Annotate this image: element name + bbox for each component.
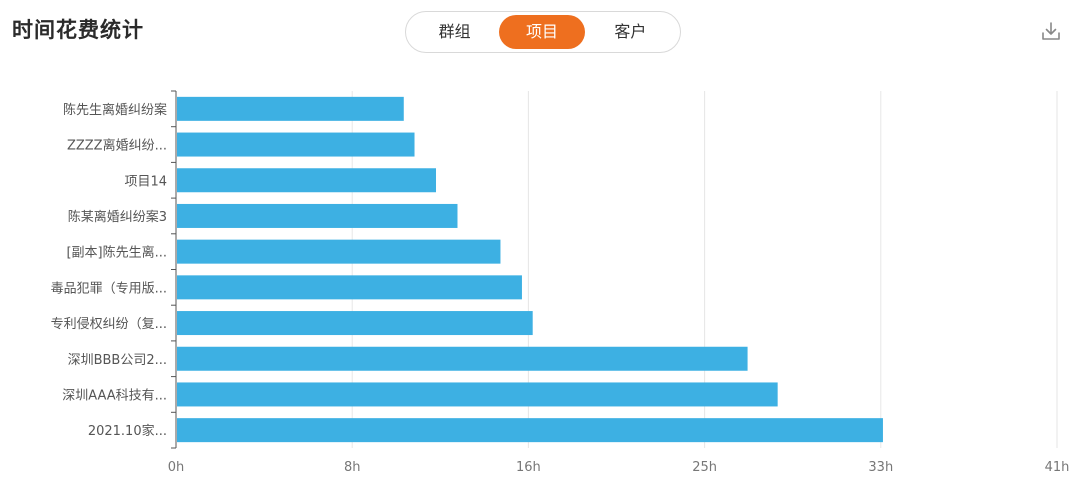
bar[interactable] [177,311,533,336]
category-label: 专利侵权纠纷（复... [51,316,167,332]
category-label: 陈先生离婚纠纷案 [63,102,167,118]
view-toggle: 群组 项目 客户 [405,11,681,53]
x-tick-label: 0h [168,460,185,475]
bar[interactable] [177,346,748,371]
tab-project[interactable]: 项目 [499,15,585,49]
x-tick-label: 25h [692,460,717,475]
x-tick-label: 33h [868,460,893,475]
bar[interactable] [177,418,883,443]
page-title: 时间花费统计 [12,18,144,42]
bar[interactable] [177,203,458,228]
category-label: 深圳AAA科技有... [62,388,167,403]
bar[interactable] [177,382,778,407]
bar[interactable] [177,132,415,157]
category-label: 项目14 [124,174,167,189]
bar[interactable] [177,96,404,121]
x-tick-label: 41h [1045,460,1070,475]
bar[interactable] [177,239,501,264]
category-label: 毒品犯罪（专用版... [51,281,167,296]
bar[interactable] [177,168,437,193]
x-tick-label: 16h [516,460,541,475]
bar[interactable] [177,275,522,300]
category-label: [副本]陈先生离... [66,245,167,261]
category-label: ZZZZ离婚纠纷... [67,138,167,154]
x-tick-label: 8h [344,460,361,475]
category-label: 2021.10家... [88,423,167,439]
tab-group[interactable]: 群组 [438,22,471,41]
category-label: 陈某离婚纠纷案3 [68,209,167,225]
tab-client[interactable]: 客户 [614,22,647,41]
category-label: 深圳BBB公司2... [68,353,167,368]
download-icon[interactable] [1040,20,1062,42]
